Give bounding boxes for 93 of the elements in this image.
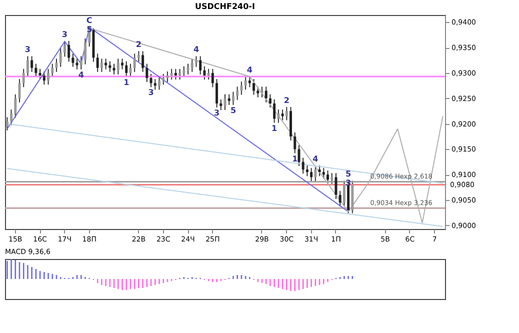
text: 5 bbox=[230, 106, 236, 115]
candlestick bbox=[273, 98, 276, 124]
candlestick bbox=[207, 68, 210, 80]
candlestick bbox=[22, 68, 25, 88]
text: 4 bbox=[193, 45, 200, 54]
text: 3 bbox=[148, 88, 154, 98]
candlestick bbox=[51, 63, 54, 78]
candlestick bbox=[100, 58, 103, 72]
candlestick bbox=[18, 78, 21, 103]
candlestick bbox=[310, 168, 313, 182]
line-series bbox=[88, 28, 444, 224]
candlestick bbox=[260, 86, 264, 98]
candlestick bbox=[216, 78, 218, 108]
text: 2 bbox=[136, 40, 142, 50]
candlestick bbox=[104, 58, 108, 70]
candlestick bbox=[26, 56, 29, 78]
candlestick bbox=[162, 73, 165, 86]
candlestick bbox=[120, 58, 124, 70]
candlestick bbox=[322, 168, 325, 180]
candlestick bbox=[10, 109, 13, 126]
candlestick bbox=[228, 94, 230, 106]
candlestick bbox=[244, 76, 247, 90]
candlestick bbox=[42, 70, 46, 86]
candlestick bbox=[285, 106, 288, 121]
candlestick bbox=[248, 76, 251, 88]
candlestick bbox=[326, 170, 330, 184]
candlestick bbox=[30, 56, 34, 72]
line-series bbox=[6, 26, 349, 212]
candlestick bbox=[199, 56, 202, 75]
candlestick bbox=[240, 81, 243, 96]
candlestick bbox=[38, 68, 42, 80]
candlestick bbox=[154, 78, 156, 90]
candlestick bbox=[252, 78, 256, 96]
candlestick bbox=[76, 58, 78, 70]
candlestick bbox=[80, 56, 82, 70]
candlestick bbox=[182, 66, 186, 78]
candlestick bbox=[72, 53, 74, 68]
candlestick bbox=[194, 56, 198, 68]
candlestick bbox=[166, 70, 169, 83]
candlestick bbox=[158, 76, 160, 90]
candlestick bbox=[232, 91, 234, 106]
candlestick bbox=[302, 157, 304, 174]
candlestick bbox=[133, 53, 136, 72]
candlestick bbox=[338, 190, 342, 208]
candlestick bbox=[34, 63, 38, 78]
candlestick bbox=[264, 86, 268, 103]
candlestick bbox=[294, 132, 296, 154]
candlestick bbox=[203, 66, 206, 80]
candlestick bbox=[116, 58, 120, 75]
candlestick bbox=[96, 53, 99, 72]
text: 4 bbox=[312, 154, 318, 164]
candlestick bbox=[146, 63, 148, 83]
candlestick bbox=[236, 86, 239, 100]
text: 3 bbox=[24, 45, 30, 54]
candlestick bbox=[55, 58, 58, 72]
text: 1 bbox=[292, 154, 298, 164]
candlestick bbox=[63, 40, 66, 58]
candlestick bbox=[129, 63, 132, 78]
candlestick bbox=[84, 38, 86, 65]
candlestick bbox=[178, 68, 182, 80]
candlestick bbox=[268, 94, 272, 108]
text: 2 bbox=[284, 96, 290, 106]
candlestick bbox=[256, 86, 260, 98]
candlestick bbox=[47, 68, 50, 86]
text: 1 bbox=[124, 78, 130, 88]
candlestick bbox=[174, 68, 177, 80]
candlestick bbox=[318, 164, 321, 177]
candlestick bbox=[186, 63, 190, 75]
candlestick bbox=[211, 68, 214, 88]
candlestick bbox=[108, 60, 112, 72]
candlestick bbox=[224, 94, 226, 111]
text: 3 bbox=[62, 30, 68, 39]
text: 3 bbox=[214, 108, 220, 118]
candlestick bbox=[112, 63, 116, 75]
candlestick bbox=[170, 68, 173, 80]
candlestick bbox=[137, 50, 140, 62]
candlestick bbox=[306, 164, 308, 177]
text: 4 bbox=[246, 66, 252, 75]
chart-title: USDCHF240-I bbox=[195, 2, 255, 11]
text: 1 bbox=[272, 124, 278, 133]
candlestick bbox=[190, 58, 194, 72]
candlestick bbox=[298, 144, 300, 166]
candlestick bbox=[142, 50, 144, 72]
candlestick bbox=[68, 40, 70, 62]
candlestick bbox=[281, 109, 284, 121]
candlestick bbox=[150, 73, 152, 88]
candlestick bbox=[59, 48, 62, 68]
candlestick bbox=[125, 60, 128, 78]
candlestick bbox=[14, 94, 17, 118]
candlestick bbox=[277, 109, 280, 124]
candlestick bbox=[334, 172, 338, 200]
candlestick bbox=[6, 116, 8, 131]
candlestick bbox=[220, 98, 222, 111]
